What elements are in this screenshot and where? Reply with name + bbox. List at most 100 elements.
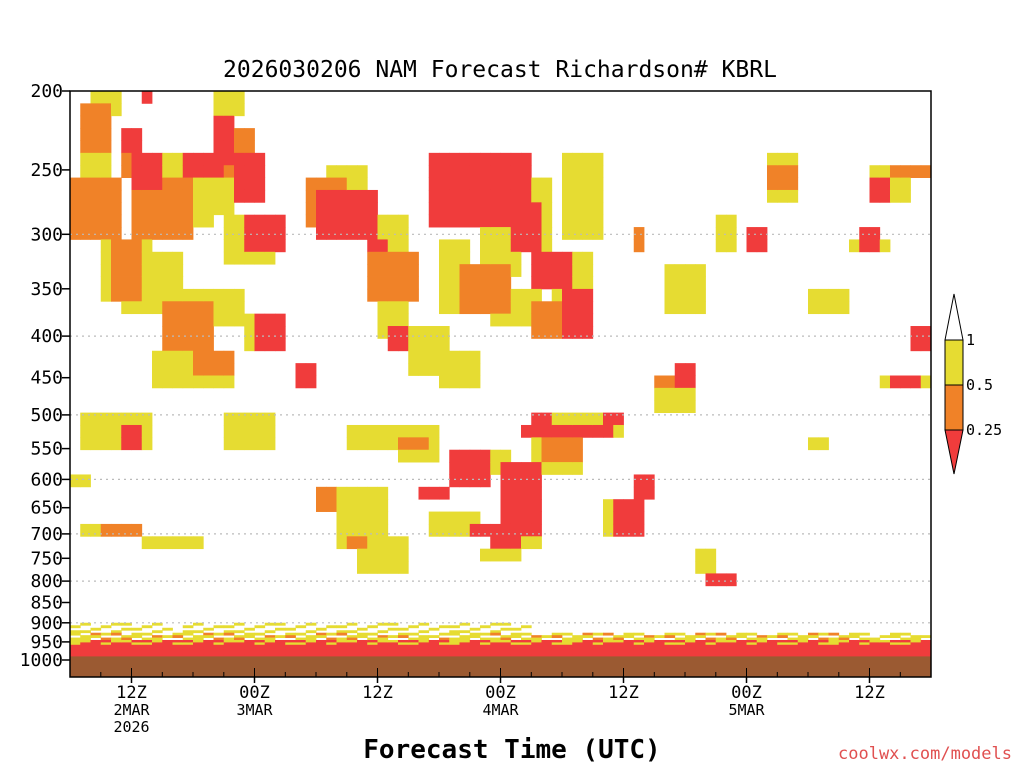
heatmap-cell — [674, 288, 686, 302]
low-level-cell — [787, 651, 799, 655]
heatmap-cell — [490, 288, 501, 302]
heatmap-cell — [541, 276, 553, 290]
heatmap-cell — [439, 338, 450, 352]
low-level-cell — [469, 649, 481, 653]
heatmap-cell — [531, 536, 542, 550]
low-level-cell — [439, 625, 450, 629]
low-level-cell — [818, 647, 829, 650]
heatmap-cell — [387, 548, 399, 562]
heatmap-cell — [469, 165, 481, 178]
low-level-cell — [500, 654, 512, 657]
heatmap-cell — [254, 214, 266, 228]
heatmap-cell — [551, 412, 563, 426]
heatmap-cell — [418, 424, 430, 438]
low-level-cell — [172, 642, 184, 646]
low-level-cell — [480, 625, 491, 629]
low-level-cell — [336, 644, 348, 648]
heatmap-cell — [223, 313, 235, 327]
heatmap-cell — [377, 437, 389, 451]
heatmap-cell — [234, 288, 245, 302]
heatmap-cell — [521, 424, 532, 438]
heatmap-cell — [244, 177, 255, 191]
low-level-cell — [623, 649, 635, 653]
heatmap-cell — [449, 152, 460, 166]
low-level-cell — [890, 635, 901, 638]
low-level-cell — [674, 640, 686, 643]
low-level-cell — [797, 637, 809, 641]
heatmap-cell — [490, 189, 501, 203]
low-level-cell — [357, 642, 368, 646]
heatmap-cell — [326, 499, 337, 512]
low-level-cell — [900, 644, 911, 648]
low-level-cell — [387, 635, 399, 638]
heatmap-cell — [100, 412, 112, 426]
heatmap-cell — [838, 301, 850, 315]
low-level-cell — [193, 654, 204, 657]
low-level-cell — [613, 640, 624, 643]
low-level-cell — [162, 647, 173, 650]
heatmap-cell — [172, 301, 184, 315]
low-level-cell — [715, 644, 727, 648]
heatmap-cell — [275, 214, 286, 228]
low-level-cell — [633, 647, 645, 650]
low-level-cell — [869, 640, 881, 643]
heatmap-cell — [890, 189, 901, 203]
heatmap-cell — [316, 202, 327, 216]
heatmap-cell — [459, 350, 471, 364]
low-level-cell — [131, 644, 143, 648]
heatmap-cell — [111, 177, 122, 191]
low-level-cell — [849, 644, 860, 648]
low-level-cell — [377, 642, 389, 646]
low-level-cell — [193, 647, 204, 650]
low-level-cell — [551, 644, 563, 648]
low-level-cell — [398, 647, 409, 650]
heatmap-cell — [152, 202, 163, 216]
low-level-cell — [664, 632, 676, 636]
low-level-cell — [449, 625, 460, 629]
low-level-cell — [80, 622, 91, 626]
heatmap-cell — [490, 165, 501, 178]
heatmap-cell — [592, 152, 604, 166]
low-level-cell — [490, 654, 501, 657]
heatmap-cell — [582, 165, 594, 178]
low-level-cell — [439, 632, 450, 636]
heatmap-cell — [100, 288, 112, 302]
low-level-cell — [777, 635, 788, 638]
low-level-cell — [459, 637, 471, 641]
heatmap-cell — [551, 264, 563, 277]
low-level-cell — [285, 644, 296, 648]
heatmap-cell — [377, 264, 389, 277]
low-level-cell — [387, 627, 399, 631]
low-level-cell — [808, 651, 819, 655]
heatmap-cell — [234, 140, 245, 154]
low-level-cell — [469, 644, 481, 648]
low-level-cell — [808, 654, 819, 657]
low-level-cell — [644, 637, 655, 641]
low-level-cell — [777, 640, 788, 643]
low-level-cell — [213, 647, 225, 650]
low-level-cell — [500, 627, 512, 631]
heatmap-cell — [531, 177, 542, 191]
low-level-cell — [90, 649, 102, 653]
heatmap-cell — [162, 363, 173, 376]
low-level-cell — [449, 651, 460, 655]
low-level-cell — [869, 654, 881, 657]
low-level-cell — [603, 640, 614, 643]
heatmap-cell — [367, 548, 378, 562]
low-level-cell — [582, 649, 594, 653]
heatmap-cell — [90, 140, 102, 154]
heatmap-cell — [910, 338, 922, 352]
heatmap-cell — [685, 363, 696, 376]
heatmap-cell — [838, 288, 850, 302]
low-level-cell — [316, 642, 327, 646]
heatmap-cell — [193, 214, 204, 228]
heatmap-cell — [408, 437, 419, 451]
heatmap-cell — [418, 363, 430, 376]
heatmap-cell — [582, 251, 594, 265]
heatmap-cell — [121, 239, 132, 253]
heatmap-cell — [80, 474, 91, 488]
y-tick-label-900: 900 — [30, 613, 63, 634]
low-level-cell — [336, 625, 348, 629]
heatmap-cell — [428, 214, 440, 228]
low-level-cell — [254, 625, 266, 629]
